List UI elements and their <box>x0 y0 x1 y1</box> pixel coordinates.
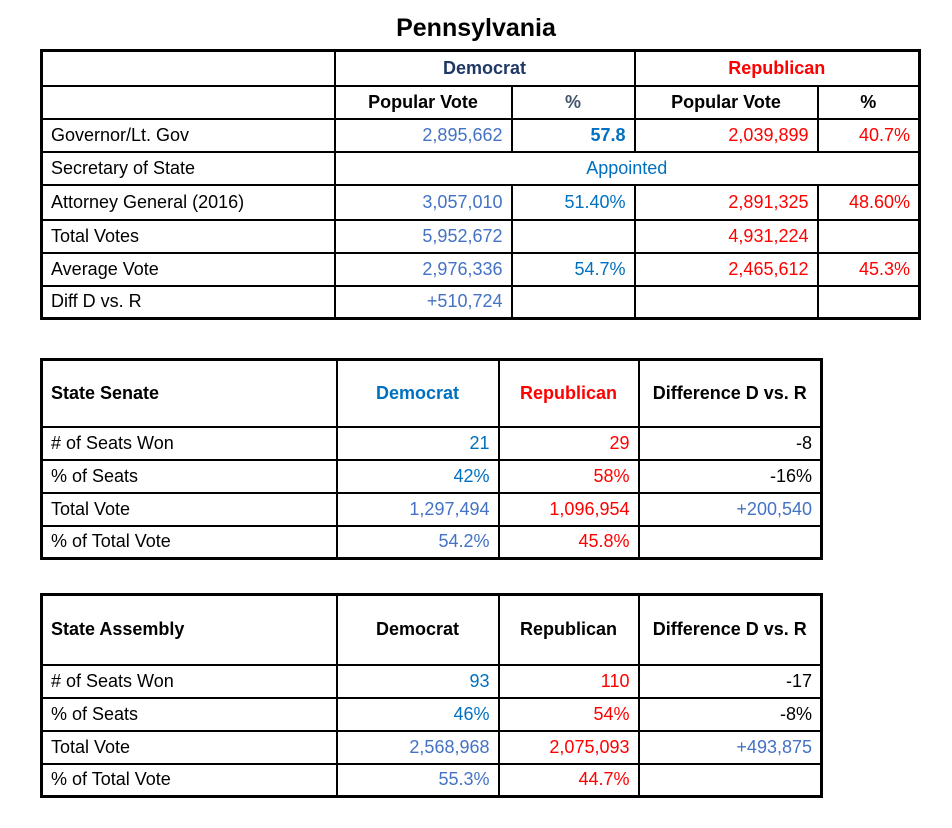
value-cell: 2,039,899 <box>633 117 819 153</box>
value-cell: 58% <box>497 458 640 494</box>
value-cell: 42% <box>335 458 500 494</box>
corner-cell <box>40 49 336 87</box>
value-cell: -16% <box>637 458 823 494</box>
republican-party-header: Republican <box>633 49 921 87</box>
statewide-results-table: Democrat Republican Popular Vote% Popular V… <box>40 49 922 320</box>
value-cell: 54.7% <box>510 251 636 287</box>
appointed-note: Appointed <box>333 150 921 186</box>
value-cell: 2,891,325 <box>633 183 819 221</box>
row-label: Total Votes <box>40 218 336 254</box>
table-row: % of Total Vote 54.2% 45.8% <box>40 524 823 560</box>
page-title: Pennsylvania <box>396 14 556 42</box>
table-row: Average Vote 2,976,336 54.7% 2,465,612 45.3% <box>40 251 921 287</box>
value-cell: 57.8 <box>510 117 636 153</box>
value-cell: +493,875 <box>637 729 823 765</box>
table-row: % of Seats 46% 54% -8% <box>40 696 823 732</box>
senate-title-cell: State Senate <box>40 358 338 428</box>
rep-popular-vote-header: Popular Vote <box>633 84 819 120</box>
value-cell: 55.3% <box>335 762 500 798</box>
value-cell: +200,540 <box>637 491 823 527</box>
table-row: Secretary of State Appointed <box>40 150 921 186</box>
republican-header: Republican <box>497 358 640 428</box>
value-cell: 29 <box>497 425 640 461</box>
table-row: Total Vote 2,568,968 2,075,093 +493,875 <box>40 729 823 765</box>
value-cell: 2,976,336 <box>333 251 513 287</box>
value-cell: 93 <box>335 663 500 699</box>
value-cell: 45.3% <box>816 251 921 287</box>
row-label: % of Total Vote <box>40 524 338 560</box>
state-assembly-table: State Assembly Democrat Republican Differen… <box>40 593 823 798</box>
value-cell: 21 <box>335 425 500 461</box>
value-cell: 2,465,612 <box>633 251 819 287</box>
value-cell: 4,931,224 <box>633 218 819 254</box>
table-row: % of Seats 42% 58% -16% <box>40 458 823 494</box>
table-row: State Assembly Democrat Republican Differen… <box>40 593 823 666</box>
row-label: Average Vote <box>40 251 336 287</box>
value-cell: 54% <box>497 696 640 732</box>
table-row: Diff D vs. R +510,724 <box>40 284 921 320</box>
value-cell: 3,057,010 <box>333 183 513 221</box>
row-label: # of Seats Won <box>40 425 338 461</box>
republican-header: Republican <box>497 593 640 666</box>
value-cell: 2,568,968 <box>335 729 500 765</box>
row-label: Secretary of State <box>40 150 336 186</box>
table-row: Total Vote 1,297,494 1,096,954 +200,540 <box>40 491 823 527</box>
value-cell <box>637 762 823 798</box>
value-cell: 40.7% <box>816 117 921 153</box>
rep-percent-header: % <box>816 84 921 120</box>
value-cell: 1,096,954 <box>497 491 640 527</box>
table-row: Governor/Lt. Gov 2,895,662 57.8 2,039,899 40… <box>40 117 921 153</box>
value-cell <box>510 284 636 320</box>
democrat-header: Democrat <box>335 593 500 666</box>
value-cell: 110 <box>497 663 640 699</box>
row-label: Governor/Lt. Gov <box>40 117 336 153</box>
value-cell <box>633 284 819 320</box>
dem-popular-vote-header: Popular Vote <box>333 84 513 120</box>
value-cell <box>816 218 921 254</box>
table-row: Total Votes 5,952,672 4,931,224 <box>40 218 921 254</box>
value-cell: 54.2% <box>335 524 500 560</box>
value-cell: -8 <box>637 425 823 461</box>
table-row: Attorney General (2016) 3,057,010 51.40% 2,… <box>40 183 921 221</box>
value-cell: 2,075,093 <box>497 729 640 765</box>
row-label: % of Seats <box>40 696 338 732</box>
row-label: % of Seats <box>40 458 338 494</box>
value-cell <box>637 524 823 560</box>
value-cell: 2,895,662 <box>333 117 513 153</box>
corner-cell <box>40 84 336 120</box>
democrat-party-header: Democrat <box>333 49 636 87</box>
table-row: # of Seats Won 21 29 -8 <box>40 425 823 461</box>
row-label: Diff D vs. R <box>40 284 336 320</box>
dem-percent-header: % <box>510 84 636 120</box>
table-row: % of Total Vote 55.3% 44.7% <box>40 762 823 798</box>
row-label: Total Vote <box>40 729 338 765</box>
sheet: Pennsylvania Democrat Republican Popular V… <box>40 14 922 798</box>
value-cell: -8% <box>637 696 823 732</box>
assembly-title-cell: State Assembly <box>40 593 338 666</box>
value-cell: 48.60% <box>816 183 921 221</box>
row-label: Total Vote <box>40 491 338 527</box>
value-cell: 5,952,672 <box>333 218 513 254</box>
difference-header: Difference D vs. R <box>637 358 823 428</box>
value-cell <box>510 218 636 254</box>
row-label: # of Seats Won <box>40 663 338 699</box>
table-row: Democrat Republican <box>40 49 921 87</box>
difference-header: Difference D vs. R <box>637 593 823 666</box>
row-label: % of Total Vote <box>40 762 338 798</box>
row-label: Attorney General (2016) <box>40 183 336 221</box>
table-row: # of Seats Won 93 110 -17 <box>40 663 823 699</box>
value-cell: 45.8% <box>497 524 640 560</box>
table-row: State Senate Democrat Republican Difference… <box>40 358 823 428</box>
table-row: Popular Vote% Popular Vote% <box>40 84 921 120</box>
value-cell: 46% <box>335 696 500 732</box>
state-senate-table: State Senate Democrat Republican Difference… <box>40 358 823 560</box>
value-cell: 44.7% <box>497 762 640 798</box>
value-cell <box>816 284 921 320</box>
democrat-header: Democrat <box>335 358 500 428</box>
value-cell: +510,724 <box>333 284 513 320</box>
value-cell: 1,297,494 <box>335 491 500 527</box>
value-cell: -17 <box>637 663 823 699</box>
value-cell: 51.40% <box>510 183 636 221</box>
